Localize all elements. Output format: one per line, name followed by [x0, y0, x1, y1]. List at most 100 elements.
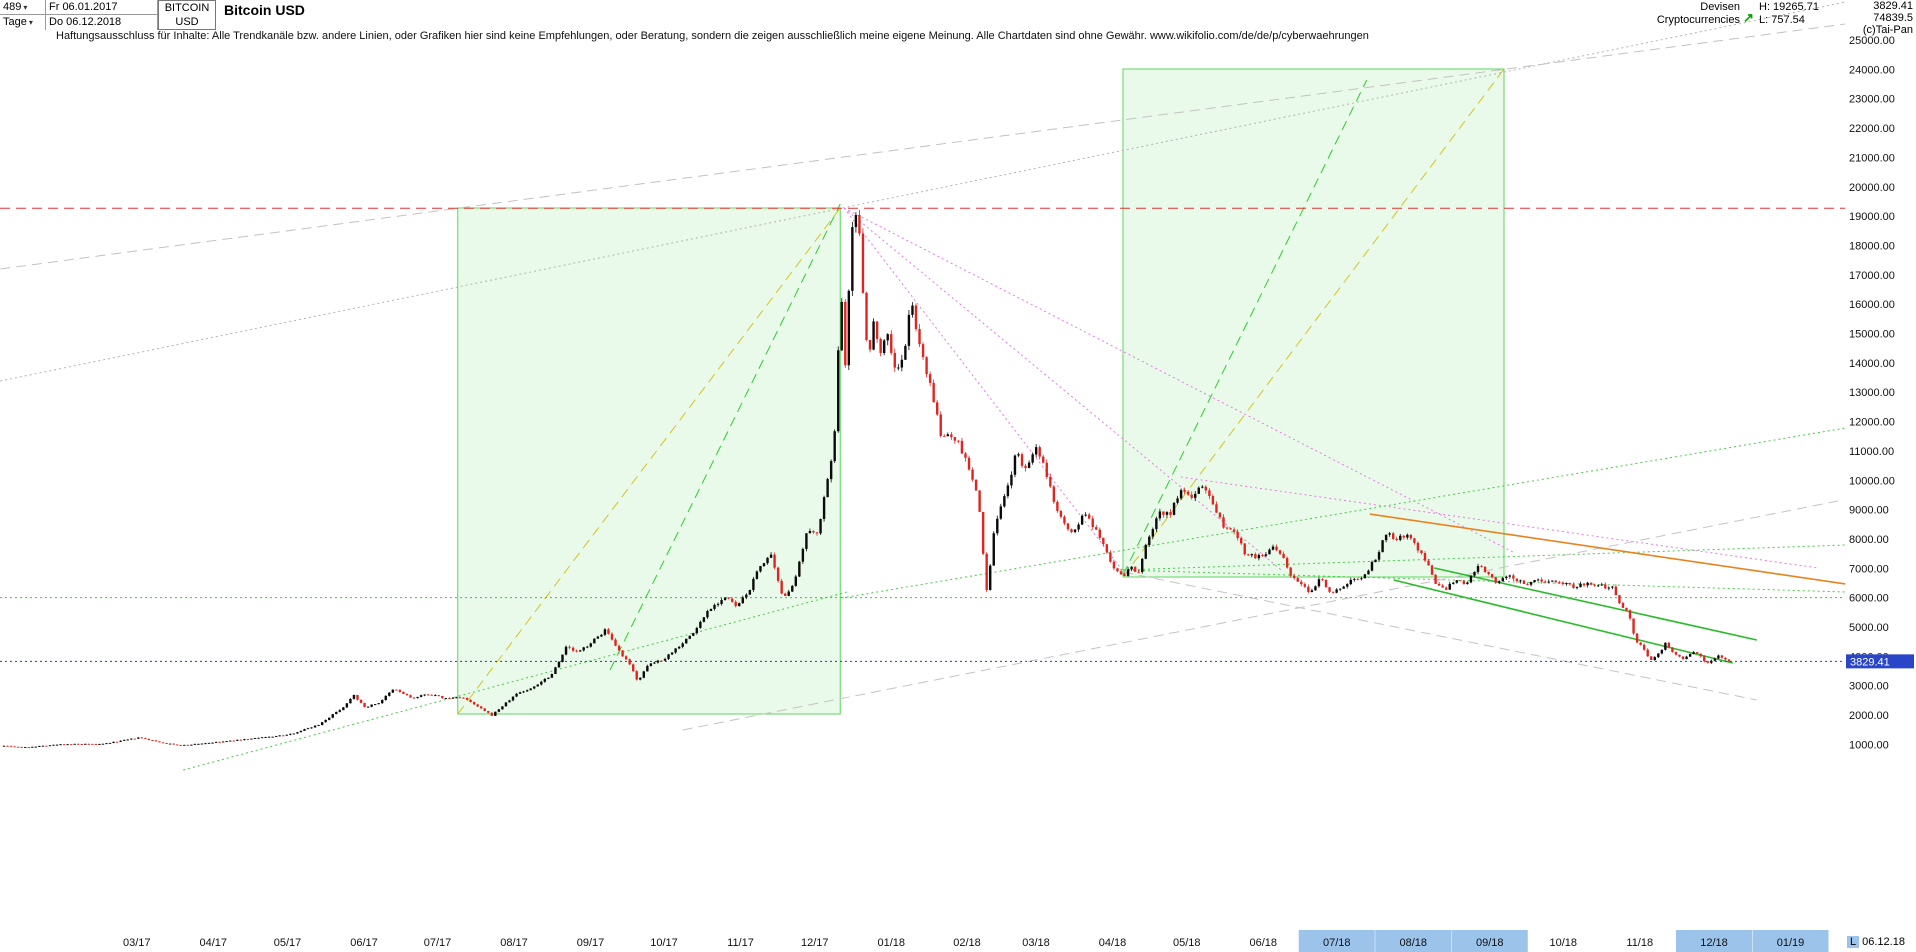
- x-axis-label: 12/18: [1700, 937, 1728, 949]
- candle-body: [133, 738, 136, 740]
- peak-fan-pink-1[interactable]: [843, 207, 1123, 571]
- candle-body: [77, 743, 80, 745]
- candle-body: [734, 601, 737, 607]
- candle-body: [1508, 575, 1512, 577]
- page-title: Bitcoin USD: [224, 2, 305, 18]
- candle-body: [1695, 652, 1699, 654]
- candle-body: [395, 689, 398, 691]
- candle-body: [1671, 647, 1674, 653]
- candle-body: [1515, 578, 1519, 582]
- candle-body: [868, 340, 872, 350]
- candle-body: [653, 662, 656, 664]
- candle-body: [1042, 456, 1045, 463]
- gray-dashed-falling[interactable]: [1122, 571, 1757, 701]
- x-axis-label: 12/17: [801, 937, 829, 949]
- channel1-green-dashed[interactable]: [609, 203, 841, 671]
- candle-body: [557, 661, 561, 668]
- candle-body: [709, 608, 713, 611]
- candle-body: [681, 643, 684, 647]
- candle-body: [112, 741, 115, 743]
- candle-body: [1674, 652, 1678, 655]
- y-axis-label: 20000.00: [1849, 182, 1895, 194]
- candle-body: [554, 667, 557, 674]
- candle-body: [476, 704, 479, 707]
- candle-body: [1119, 571, 1123, 575]
- green-channel-upper[interactable]: [1434, 567, 1757, 641]
- candle-body: [469, 699, 472, 702]
- candle-body: [441, 695, 444, 699]
- candle-body: [1575, 587, 1579, 589]
- candle-body: [1066, 523, 1070, 530]
- fan-green-dotted-a[interactable]: [1122, 569, 1846, 593]
- candle-body: [1006, 485, 1010, 497]
- candle-body: [801, 548, 805, 562]
- candle-body: [487, 710, 490, 713]
- candle-body: [1395, 538, 1398, 540]
- channel2-yellow-diagonal[interactable]: [1122, 68, 1505, 578]
- candle-body: [1720, 655, 1724, 658]
- channel1-yellow-diagonal[interactable]: [457, 207, 841, 715]
- candle-body: [190, 744, 193, 746]
- candle-body: [702, 617, 706, 622]
- candle-body: [646, 665, 649, 672]
- candle-body: [759, 566, 762, 572]
- candle-body: [826, 479, 829, 498]
- timeframe-cell[interactable]: Tage ▾: [0, 15, 46, 30]
- candle-body: [1618, 595, 1621, 604]
- candle-body: [992, 533, 995, 566]
- candle-body: [1070, 529, 1073, 533]
- chevron-down-icon[interactable]: ▾: [28, 18, 33, 27]
- candle-body: [815, 532, 819, 534]
- y-axis-label: 18000.00: [1849, 240, 1895, 252]
- candle-body: [13, 746, 16, 748]
- trend-up-arrow-icon: ↗: [1743, 10, 1754, 25]
- candle-body: [568, 646, 571, 648]
- candle-body: [1543, 581, 1547, 583]
- candle-body: [872, 321, 875, 350]
- y-axis-label: 24000.00: [1849, 64, 1895, 76]
- channel2-green-dashed[interactable]: [1122, 79, 1368, 576]
- candle-body: [897, 367, 900, 369]
- upper-gray-channel-line[interactable]: [0, 23, 1846, 270]
- candle-body: [1296, 578, 1299, 582]
- candle-body: [1678, 654, 1681, 657]
- candle-body: [865, 292, 868, 341]
- candle-body: [1635, 633, 1639, 643]
- scale-indicator[interactable]: L: [1847, 936, 1860, 948]
- peak-fan-pink-3[interactable]: [843, 207, 1514, 553]
- candle-body: [338, 710, 342, 712]
- candle-body: [292, 733, 296, 735]
- candle-body: [115, 741, 119, 743]
- candle-body: [600, 634, 603, 637]
- orange-resistance-line[interactable]: [1369, 513, 1846, 585]
- candle-body: [1409, 534, 1413, 539]
- candle-body: [381, 700, 384, 704]
- candle-body: [165, 743, 168, 744]
- candle-body: [1183, 490, 1186, 492]
- peak-gray-dotted-line[interactable]: [0, 1, 1846, 382]
- lower-gray-dashed-rising[interactable]: [682, 499, 1844, 731]
- candle-body: [1285, 558, 1289, 568]
- candle-body: [518, 692, 522, 694]
- category-main: Devisen: [1700, 1, 1740, 13]
- candle-body: [243, 739, 246, 741]
- candle-body: [1399, 535, 1402, 540]
- candle-body: [1095, 527, 1098, 530]
- candle-body: [122, 739, 126, 741]
- candle-body: [769, 554, 773, 558]
- x-axis-label: 06/18: [1249, 937, 1277, 949]
- bars-count-cell[interactable]: 489 ▾: [0, 0, 46, 15]
- candle-body: [1165, 512, 1169, 515]
- chevron-down-icon[interactable]: ▾: [23, 3, 28, 12]
- downtrend-pink-2018[interactable]: [1180, 476, 1819, 569]
- fan-green-dotted-b[interactable]: [1122, 544, 1846, 571]
- candle-body: [978, 490, 981, 512]
- candle-body: [738, 603, 741, 607]
- green-channel-lower[interactable]: [1393, 579, 1733, 664]
- candle-body: [310, 727, 313, 729]
- candle-body: [73, 743, 76, 745]
- candle-body: [168, 743, 172, 745]
- candle-body: [1554, 580, 1557, 583]
- candle-body: [1056, 501, 1059, 511]
